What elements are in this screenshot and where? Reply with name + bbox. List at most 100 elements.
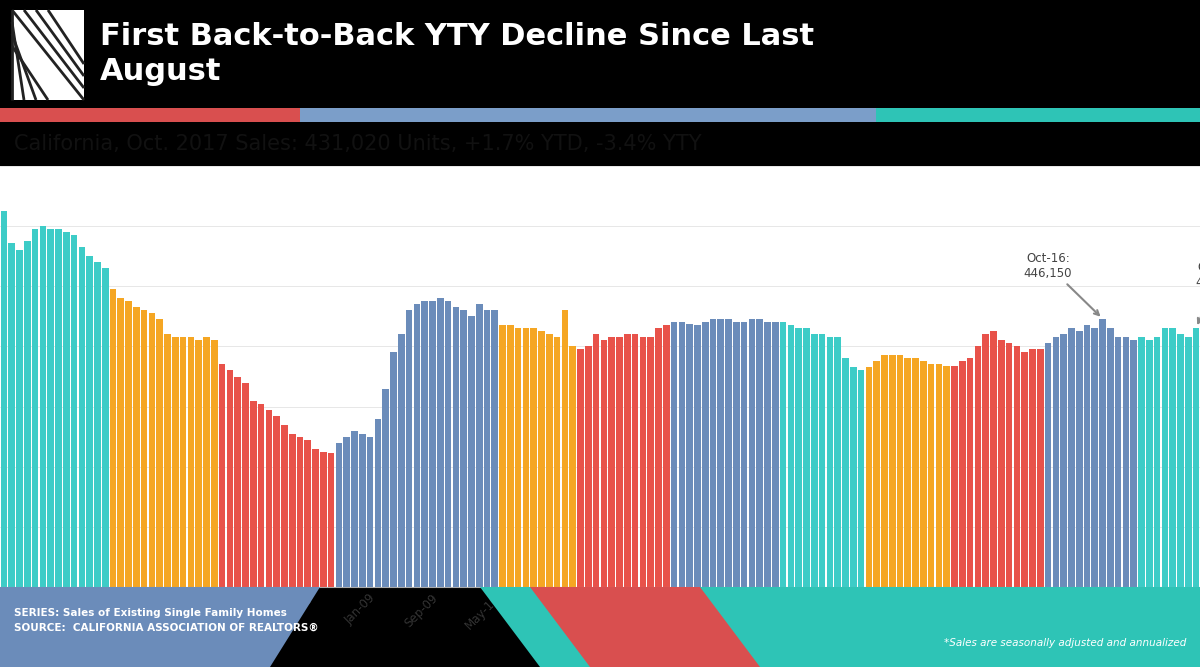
Bar — [1076, 331, 1082, 587]
Bar — [320, 452, 326, 587]
Bar — [40, 226, 46, 587]
Bar — [1099, 319, 1106, 587]
Bar — [508, 325, 514, 587]
Bar — [842, 358, 848, 587]
Bar — [109, 289, 116, 587]
Bar — [818, 334, 826, 587]
Bar — [876, 108, 1200, 122]
Bar — [1108, 328, 1114, 587]
Bar — [616, 338, 623, 587]
Bar — [515, 328, 522, 587]
Bar — [211, 340, 217, 587]
Bar — [577, 350, 584, 587]
Bar — [367, 437, 373, 587]
Bar — [1139, 338, 1145, 587]
Bar — [796, 328, 802, 587]
Bar — [570, 346, 576, 587]
Polygon shape — [530, 587, 760, 667]
Bar — [1045, 344, 1051, 587]
Bar — [1014, 346, 1020, 587]
Bar — [102, 268, 108, 587]
Bar — [328, 454, 335, 587]
Bar — [858, 370, 864, 587]
Bar — [1006, 344, 1013, 587]
Bar — [172, 338, 179, 587]
Bar — [539, 331, 545, 587]
Bar — [905, 358, 911, 587]
Bar — [1170, 328, 1176, 587]
Bar — [1030, 350, 1036, 587]
Bar — [896, 356, 904, 587]
Bar — [383, 389, 389, 587]
Bar — [62, 232, 70, 587]
Text: Oct-17:
431,020: Oct-17: 431,020 — [1195, 261, 1200, 323]
Bar — [296, 437, 304, 587]
Bar — [943, 366, 950, 587]
Bar — [756, 319, 763, 587]
Bar — [920, 362, 926, 587]
Bar — [203, 338, 210, 587]
Bar — [234, 376, 241, 587]
Bar — [258, 404, 264, 587]
Bar — [156, 319, 163, 587]
Bar — [740, 322, 748, 587]
Bar — [406, 310, 413, 587]
Bar — [749, 319, 755, 587]
Bar — [671, 322, 677, 587]
Bar — [1162, 328, 1169, 587]
Polygon shape — [480, 587, 1200, 667]
Bar — [1084, 325, 1091, 587]
Bar — [47, 229, 54, 587]
Bar — [952, 366, 958, 587]
Bar — [787, 325, 794, 587]
Bar — [352, 431, 358, 587]
Bar — [562, 310, 569, 587]
Bar — [678, 322, 685, 587]
Bar — [834, 338, 841, 587]
Bar — [16, 250, 23, 587]
Bar — [218, 364, 226, 587]
Bar — [31, 229, 38, 587]
Bar — [655, 328, 661, 587]
Bar — [662, 325, 670, 587]
Polygon shape — [0, 587, 320, 667]
Bar — [928, 364, 935, 587]
Bar — [554, 338, 560, 587]
Bar — [546, 334, 553, 587]
Bar — [305, 440, 311, 587]
Bar — [640, 338, 646, 587]
Text: Oct-16:
446,150: Oct-16: 446,150 — [1024, 251, 1099, 315]
Bar — [998, 340, 1004, 587]
Bar — [803, 328, 810, 587]
Bar — [811, 334, 817, 587]
Bar — [71, 235, 77, 587]
Bar — [1177, 334, 1184, 587]
Bar — [1186, 338, 1192, 587]
Bar — [1123, 338, 1129, 587]
Bar — [476, 304, 482, 587]
Bar — [499, 325, 506, 587]
Bar — [149, 313, 155, 587]
Bar — [608, 338, 616, 587]
Bar — [312, 449, 319, 587]
Bar — [1130, 340, 1138, 587]
Bar — [8, 243, 14, 587]
Bar — [461, 310, 467, 587]
Bar — [990, 331, 997, 587]
Bar — [874, 362, 880, 587]
Bar — [865, 368, 872, 587]
Bar — [359, 434, 366, 587]
Bar — [1068, 328, 1075, 587]
Bar — [492, 310, 498, 587]
Bar — [445, 301, 451, 587]
Bar — [250, 401, 257, 587]
Bar — [889, 356, 895, 587]
Bar — [265, 410, 272, 587]
Bar — [24, 241, 30, 587]
Bar — [780, 322, 786, 587]
Bar — [187, 338, 194, 587]
Bar — [12, 10, 84, 100]
Bar — [242, 382, 248, 587]
Bar — [0, 211, 7, 587]
Bar — [390, 352, 397, 587]
